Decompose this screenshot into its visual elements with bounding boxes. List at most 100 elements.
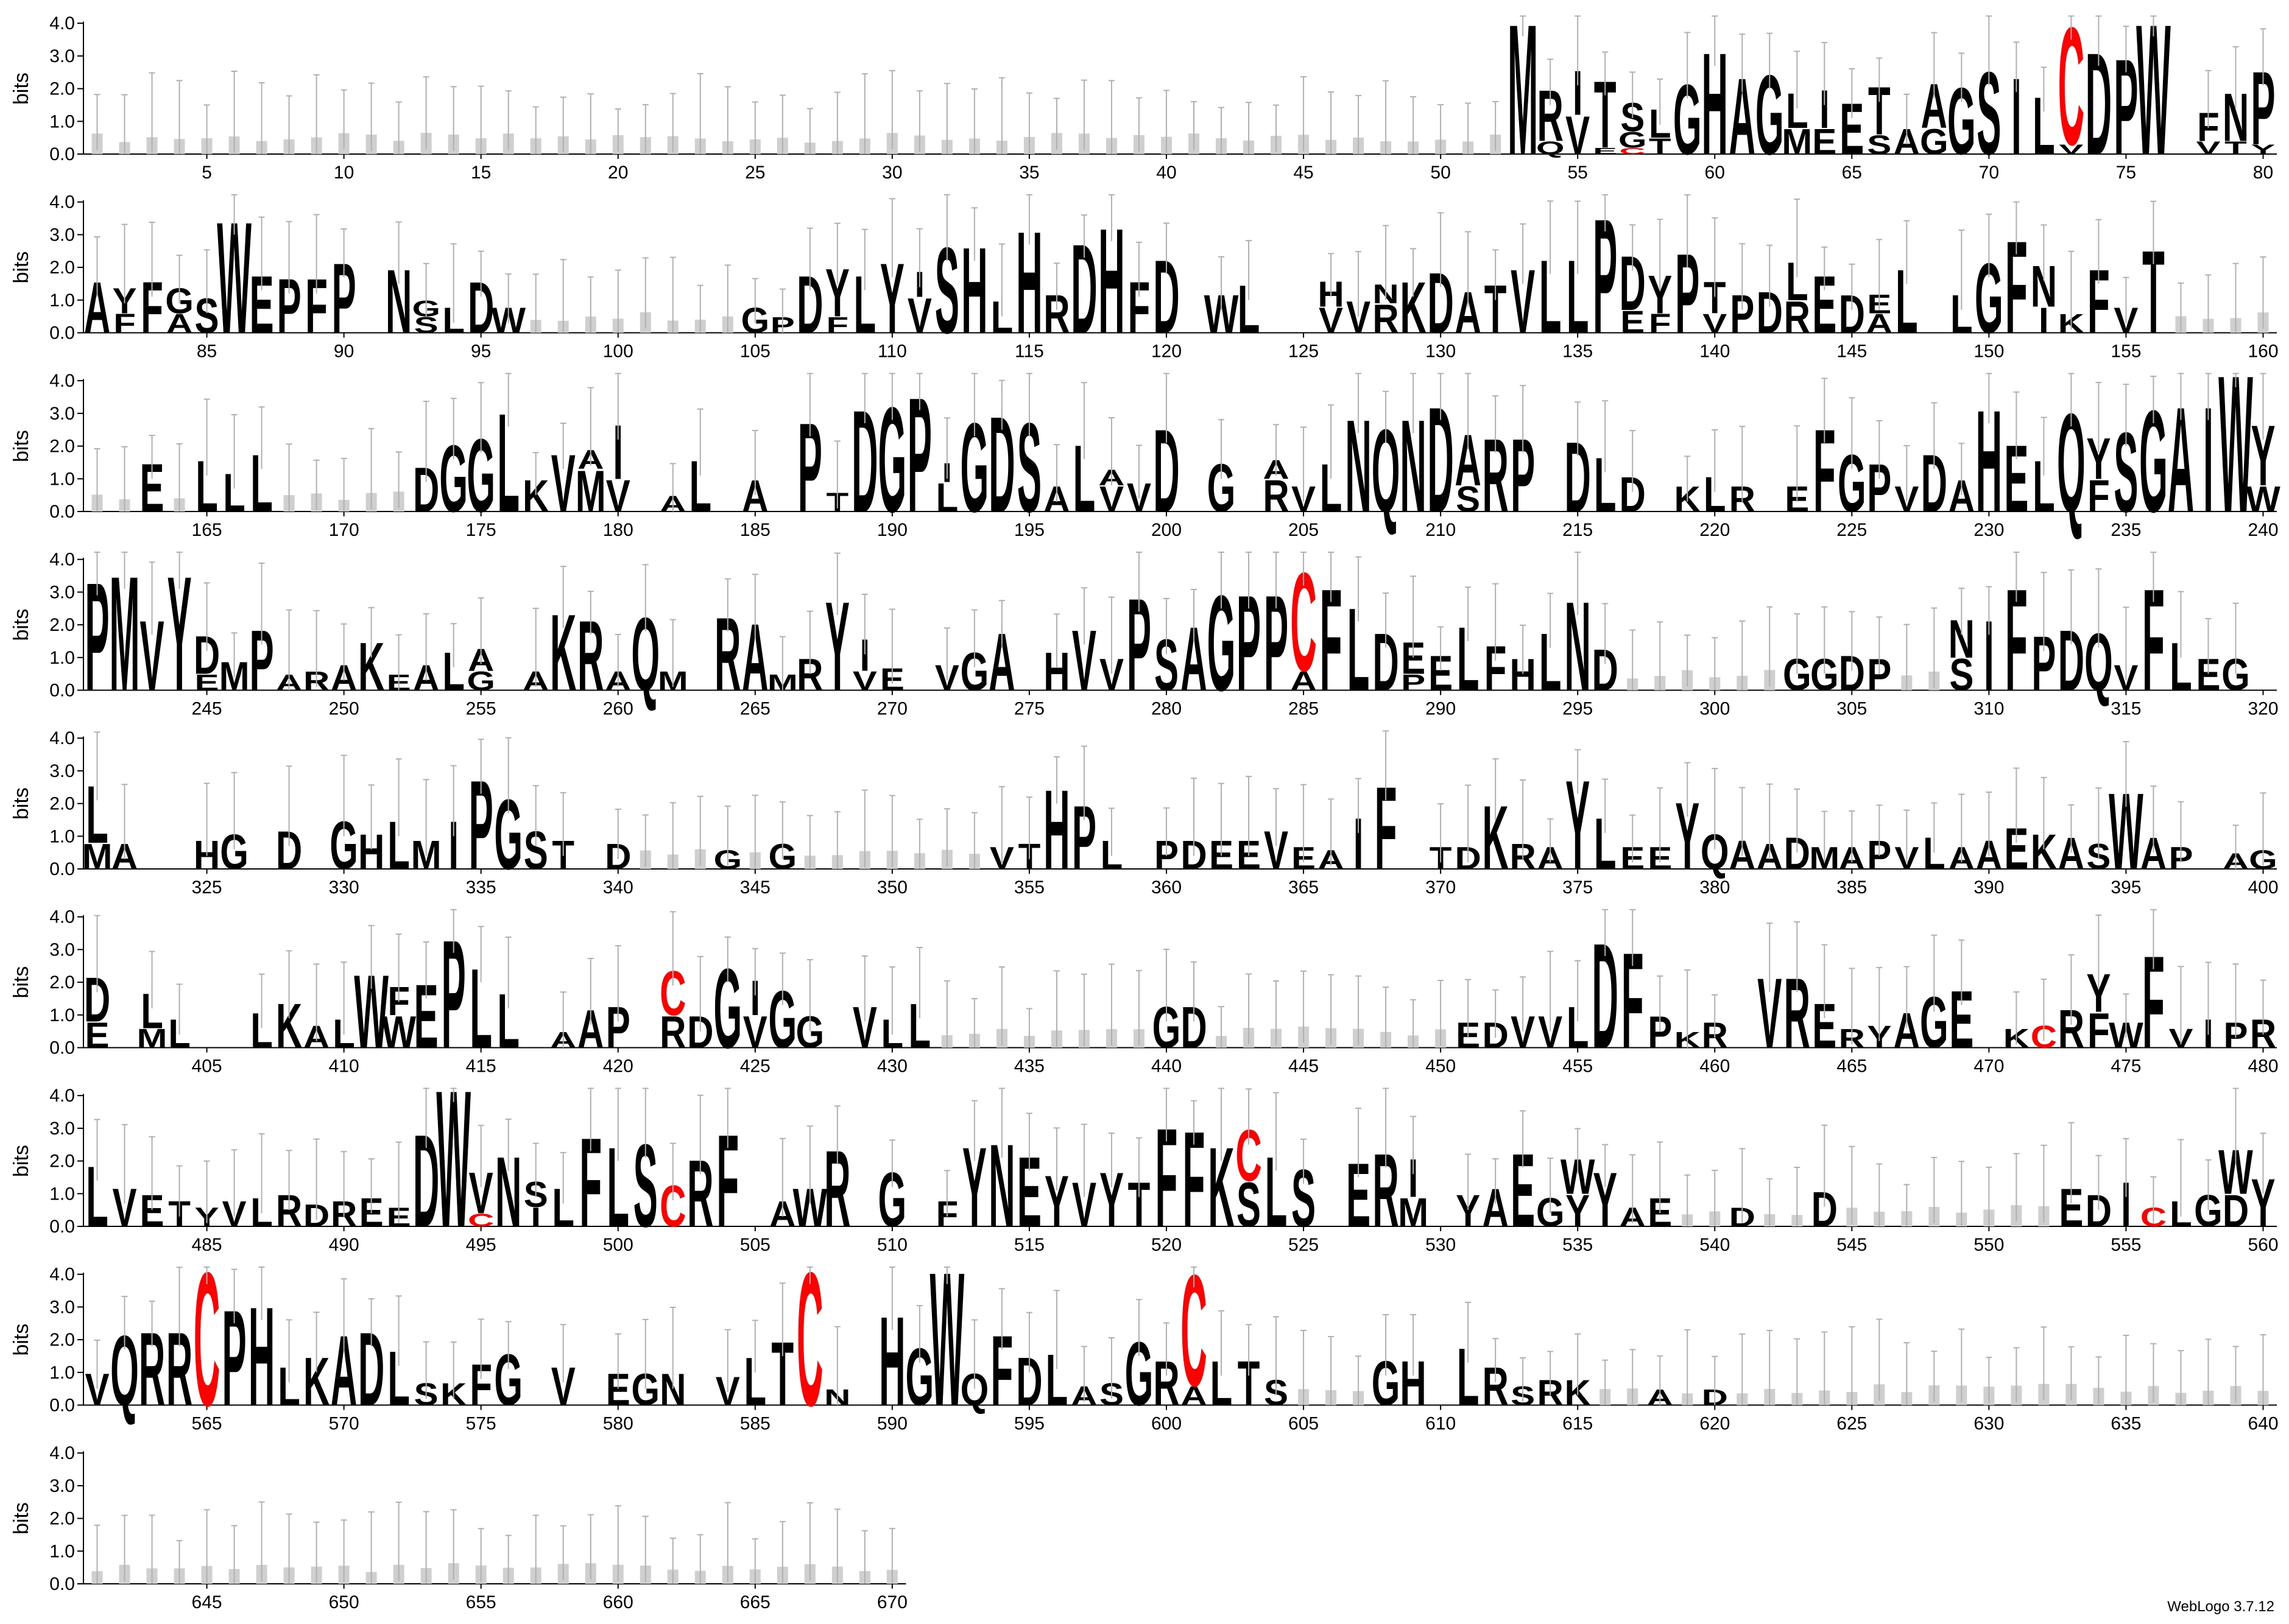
x-tick-label: 640 xyxy=(2248,1414,2278,1434)
logo-letter: C xyxy=(1620,146,1646,156)
logo-letter: I xyxy=(2203,376,2213,543)
x-tick-label: 345 xyxy=(740,877,771,898)
x-tick-label: 320 xyxy=(2248,699,2278,719)
y-tick-label: 2.0 xyxy=(49,972,75,993)
logo-letter: E xyxy=(1620,304,1645,339)
y-tick-label: 2.0 xyxy=(49,258,75,278)
logo-letter: Y xyxy=(1565,1186,1590,1237)
logo-row: 0.0 1.0 2.0 3.0 4.0 bits 165 170 175 180 185 190 195… xyxy=(10,334,2280,553)
y-tick-label: 4.0 xyxy=(49,371,75,391)
logo-letter: W xyxy=(930,1232,965,1446)
y-tick-label: 0.0 xyxy=(49,323,75,343)
x-tick-label: 405 xyxy=(192,1056,222,1077)
x-tick-label: 145 xyxy=(1836,342,1867,362)
y-tick-label: 4.0 xyxy=(49,192,75,213)
x-tick-label: 265 xyxy=(740,699,771,719)
x-tick-label: 15 xyxy=(471,163,491,183)
logo-letter: V xyxy=(1565,105,1590,166)
x-tick-label: 315 xyxy=(2111,699,2141,719)
logo-row: 0.0 1.0 2.0 3.0 4.0 bits 325 330 335 340 345 350 355… xyxy=(10,728,2279,898)
logo-letter: G xyxy=(1920,121,1949,162)
x-tick-label: 225 xyxy=(1836,520,1867,540)
logo-letter: E xyxy=(1812,121,1836,162)
logo-letter: I xyxy=(2011,56,2022,178)
x-tick-label: 50 xyxy=(1430,163,1450,183)
y-tick-label: 1.0 xyxy=(49,111,75,132)
x-tick-label: 325 xyxy=(192,877,222,898)
y-axis-label: bits xyxy=(10,1502,33,1534)
logo-letter: R xyxy=(660,1007,686,1058)
x-tick-label: 460 xyxy=(1699,1056,1730,1077)
logo-letter: F xyxy=(1649,309,1671,339)
x-tick-label: 580 xyxy=(603,1414,633,1434)
weblogo-credit: WebLogo 3.7.12 xyxy=(2167,1598,2274,1615)
x-tick-label: 70 xyxy=(1979,163,1999,183)
x-tick-label: 5 xyxy=(202,163,212,183)
x-tick-label: 395 xyxy=(2111,877,2141,898)
x-tick-label: 370 xyxy=(1425,877,1456,898)
x-tick-label: 35 xyxy=(1019,163,1039,183)
x-tick-label: 390 xyxy=(1973,877,2004,898)
x-tick-label: 195 xyxy=(1014,520,1045,540)
y-axis-label: bits xyxy=(10,72,33,105)
x-tick-label: 140 xyxy=(1699,342,1730,362)
y-tick-label: 3.0 xyxy=(49,1119,75,1139)
x-tick-label: 10 xyxy=(334,163,354,183)
y-tick-label: 0.0 xyxy=(49,1217,75,1237)
x-tick-label: 480 xyxy=(2248,1056,2278,1077)
x-tick-label: 25 xyxy=(745,163,765,183)
x-tick-label: 55 xyxy=(1567,163,1587,183)
x-tick-label: 660 xyxy=(603,1592,633,1612)
y-tick-label: 2.0 xyxy=(49,794,75,814)
x-tick-label: 515 xyxy=(1014,1235,1045,1255)
x-tick-label: 40 xyxy=(1156,163,1176,183)
x-tick-label: 475 xyxy=(2111,1056,2141,1077)
logo-letter: G xyxy=(467,666,495,697)
logo-letter: F xyxy=(2087,1003,2110,1058)
logo-row: 0.0 1.0 2.0 3.0 4.0 bits 645 650 655 660 665 670 xyxy=(10,1443,908,1612)
x-tick-label: 410 xyxy=(329,1056,359,1077)
x-tick-label: 575 xyxy=(466,1414,496,1434)
x-tick-label: 365 xyxy=(1288,877,1319,898)
logo-letter: V xyxy=(2059,142,2083,157)
x-tick-label: 595 xyxy=(1014,1414,1045,1434)
y-tick-label: 0.0 xyxy=(49,1038,75,1058)
y-tick-label: 1.0 xyxy=(49,1363,75,1383)
x-tick-label: 465 xyxy=(1836,1056,1867,1077)
x-tick-label: 100 xyxy=(603,342,633,362)
logo-row: 0.0 1.0 2.0 3.0 4.0 bits 405 410 415 420 425 430 435… xyxy=(10,907,2279,1081)
x-tick-label: 350 xyxy=(877,877,908,898)
x-tick-label: 280 xyxy=(1151,699,1182,719)
logo-letter: V xyxy=(2196,138,2221,158)
y-tick-label: 3.0 xyxy=(49,404,75,424)
x-tick-label: 445 xyxy=(1288,1056,1319,1077)
y-tick-label: 0.0 xyxy=(49,859,75,879)
x-tick-label: 495 xyxy=(466,1235,496,1255)
y-tick-label: 4.0 xyxy=(49,1443,75,1463)
logo-letter: Q xyxy=(1536,138,1565,158)
x-tick-label: 420 xyxy=(603,1056,633,1077)
y-tick-label: 0.0 xyxy=(49,502,75,522)
y-axis-label: bits xyxy=(10,609,33,641)
logo-letter: W xyxy=(2246,479,2280,519)
x-tick-label: 115 xyxy=(1015,342,1044,362)
x-tick-label: 620 xyxy=(1699,1414,1730,1434)
x-tick-label: 450 xyxy=(1425,1056,1456,1077)
y-tick-label: 4.0 xyxy=(49,550,75,570)
x-tick-label: 485 xyxy=(192,1235,222,1255)
logo-letter: V xyxy=(743,1007,767,1058)
logo-letter: V xyxy=(908,288,932,343)
y-tick-label: 0.0 xyxy=(49,1396,75,1416)
logo-row: 0.0 1.0 2.0 3.0 4.0 bits 565 570 575 580 585 590 595… xyxy=(10,1232,2279,1446)
logo-letter: E xyxy=(1593,146,1617,156)
x-tick-label: 185 xyxy=(740,520,771,540)
x-tick-label: 275 xyxy=(1014,699,1045,719)
x-tick-label: 250 xyxy=(329,699,359,719)
x-tick-label: 160 xyxy=(2248,342,2278,362)
y-axis-label: bits xyxy=(10,251,33,284)
x-tick-label: 245 xyxy=(192,699,222,719)
y-tick-label: 2.0 xyxy=(49,1330,75,1350)
x-tick-label: 220 xyxy=(1699,520,1730,540)
x-tick-label: 130 xyxy=(1425,342,1456,362)
